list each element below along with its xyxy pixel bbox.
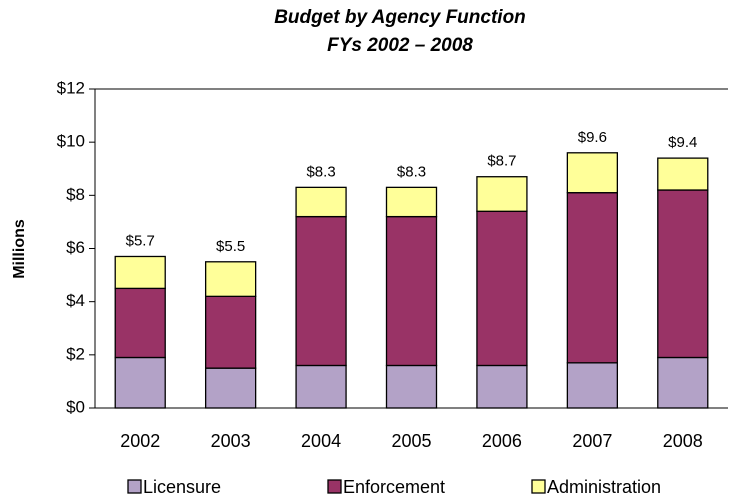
bar-segment [114, 255, 166, 290]
y-tick-label: $4 [66, 291, 85, 310]
total-label: $5.5 [216, 238, 245, 255]
total-label: $8.7 [487, 153, 516, 170]
legend-swatch [127, 479, 142, 494]
bar-segment [114, 356, 166, 409]
bar-segment [476, 176, 528, 212]
total-label: $8.3 [397, 163, 426, 180]
x-tick-label: 2008 [663, 431, 703, 451]
x-tick-label: 2006 [482, 431, 522, 451]
bar-segment [204, 261, 257, 297]
total-label: $9.4 [668, 134, 697, 151]
x-tick-label: 2007 [572, 431, 612, 451]
bar-segment [657, 356, 709, 409]
legend-swatch [531, 479, 546, 494]
total-label: $5.7 [126, 232, 155, 249]
legend-label: Licensure [143, 477, 221, 497]
bar-segment [657, 157, 709, 191]
y-tick-label: $2 [66, 344, 85, 363]
y-tick-label: $6 [66, 238, 85, 257]
bar-segment [295, 364, 347, 409]
y-tick-label: $8 [66, 185, 85, 204]
x-tick-label: 2002 [120, 431, 160, 451]
bar-segment [476, 364, 528, 409]
x-tick-label: 2005 [391, 431, 431, 451]
x-tick-label: 2004 [301, 431, 341, 451]
bar-segment [295, 186, 347, 218]
bar-segment [385, 215, 438, 367]
legend-label: Enforcement [343, 477, 445, 497]
legend-label: Administration [547, 477, 661, 497]
y-axis-label: Millions [11, 219, 28, 279]
y-tick-label: $12 [57, 78, 85, 97]
bar-segment [295, 215, 347, 367]
chart-subtitle: FYs 2002 – 2008 [327, 35, 473, 56]
total-label: $9.6 [578, 129, 607, 146]
bar-segment [385, 364, 438, 409]
bar-segment [566, 152, 619, 194]
total-label: $8.3 [306, 163, 335, 180]
legend-swatch [327, 479, 342, 494]
bar-segment [657, 189, 709, 359]
bar-segment [476, 210, 528, 367]
bar-segment [566, 192, 619, 364]
bar-segment [114, 287, 166, 359]
y-tick-label: $0 [66, 397, 85, 416]
bar-segment [204, 295, 257, 369]
bar-segment [566, 362, 619, 409]
bar-segment [385, 186, 438, 218]
y-tick-label: $10 [57, 132, 85, 151]
x-tick-label: 2003 [211, 431, 251, 451]
bar-segment [204, 367, 257, 409]
chart-title: Budget by Agency Function [274, 7, 526, 28]
